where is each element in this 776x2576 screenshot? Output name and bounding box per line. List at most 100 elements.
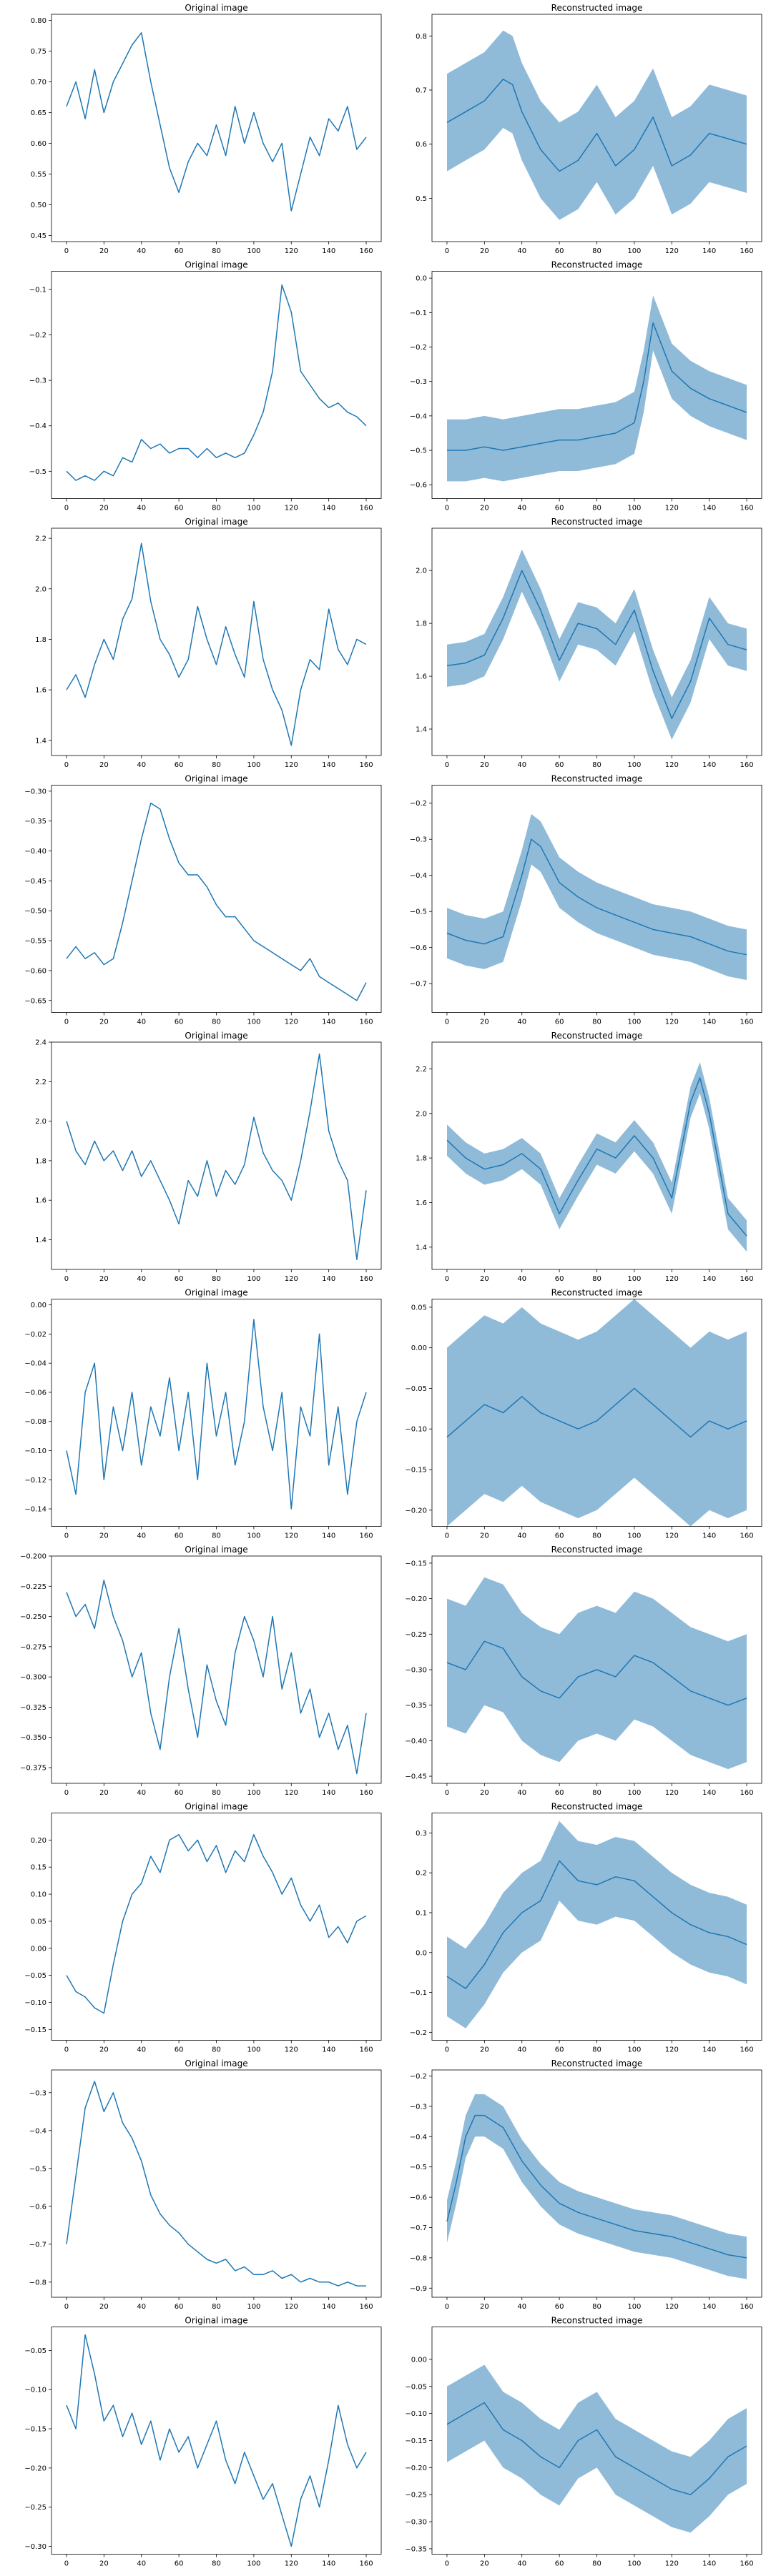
panel-title: Original image: [185, 2059, 247, 2069]
x-tick-label: 100: [627, 1532, 641, 1540]
y-tick-label: 1.6: [35, 687, 46, 695]
y-tick-label: −0.25: [24, 2504, 46, 2512]
x-tick-label: 140: [322, 761, 335, 769]
y-tick-label: 2.0: [35, 585, 46, 593]
y-tick-label: 1.4: [35, 737, 46, 745]
x-tick-label: 140: [322, 2560, 335, 2568]
y-tick-label: 0.6: [416, 141, 427, 149]
y-tick-label: −0.6: [410, 482, 427, 490]
x-tick-label: 60: [555, 761, 564, 769]
x-tick-label: 60: [555, 2560, 564, 2568]
x-tick-label: 20: [99, 2046, 109, 2054]
x-tick-label: 120: [665, 1019, 679, 1026]
y-tick-label: −0.35: [405, 1702, 427, 1710]
x-tick-label: 40: [517, 761, 526, 769]
y-tick-label: −0.3: [410, 836, 427, 844]
series-line: [66, 1319, 367, 1510]
x-tick-label: 120: [665, 761, 679, 769]
chart-panel: Reconstructed image 0 20 40 60 80 100 120 140 160…: [405, 2316, 762, 2568]
y-tick-label: 1.6: [416, 1199, 427, 1207]
y-tick-label: −0.3: [410, 378, 427, 386]
x-tick-label: 20: [480, 247, 489, 255]
x-tick-label: 120: [285, 2046, 298, 2054]
x-tick-label: 60: [175, 2560, 184, 2568]
x-tick-label: 160: [359, 505, 373, 512]
panel-title: Original image: [185, 1545, 247, 1555]
series-line: [66, 1580, 367, 1775]
x-tick-label: 40: [137, 1019, 146, 1026]
x-tick-label: 160: [740, 1532, 753, 1540]
x-tick-label: 60: [555, 247, 564, 255]
panel-title: Reconstructed image: [551, 2059, 643, 2069]
x-tick-label: 20: [99, 1789, 109, 1797]
x-tick-label: 120: [665, 2046, 679, 2054]
y-tick-label: −0.250: [20, 1613, 46, 1621]
y-tick-label: −0.7: [29, 2241, 46, 2249]
x-tick-label: 80: [212, 247, 221, 255]
series-line: [446, 79, 747, 172]
y-tick-label: −0.06: [24, 1389, 46, 1397]
x-tick-label: 0: [445, 761, 449, 769]
chart-panel: Original image 0 20 40 60 80 100 120 140 160 −0.15…: [24, 1802, 382, 2054]
axes-frame: [51, 1813, 382, 2041]
y-tick-label: −0.5: [29, 2165, 46, 2173]
x-tick-label: 80: [212, 1019, 221, 1026]
x-tick-label: 80: [592, 247, 601, 255]
y-tick-label: −0.3: [29, 377, 46, 385]
y-tick-label: −0.55: [24, 938, 46, 946]
chart-panel: Reconstructed image 0 20 40 60 80 100 120 140 160…: [410, 1802, 762, 2054]
chart-panel: Original image 0 20 40 60 80 100 120 140 160 0.45 0…: [31, 3, 382, 255]
x-tick-label: 40: [137, 1532, 146, 1540]
chart-panel: Original image 0 20 40 60 80 100 120 140 160 −0.30…: [24, 2316, 382, 2568]
x-tick-label: 160: [359, 1789, 373, 1797]
x-tick-label: 140: [322, 2046, 335, 2054]
y-tick-label: −0.6: [410, 944, 427, 952]
x-tick-label: 140: [702, 2046, 716, 2054]
chart-panel: Reconstructed image 0 20 40 60 80 100 120 140 160…: [416, 517, 762, 769]
y-tick-label: −0.20: [24, 2464, 46, 2472]
y-tick-label: −0.40: [405, 1738, 427, 1745]
panel-title: Original image: [185, 3, 247, 13]
x-tick-label: 160: [740, 2560, 753, 2568]
uncertainty-band: [447, 1062, 747, 1252]
y-tick-label: 1.4: [416, 726, 427, 734]
x-tick-label: 80: [212, 2046, 221, 2054]
x-tick-label: 40: [137, 505, 146, 512]
x-tick-label: 0: [445, 247, 449, 255]
x-tick-label: 160: [740, 505, 753, 512]
y-tick-label: −0.35: [405, 2545, 427, 2553]
x-tick-label: 120: [285, 1789, 298, 1797]
x-tick-label: 80: [592, 1275, 601, 1283]
x-tick-label: 20: [480, 1789, 489, 1797]
y-tick-label: −0.14: [24, 1506, 46, 1514]
x-tick-label: 140: [702, 761, 716, 769]
x-tick-label: 160: [359, 1019, 373, 1026]
x-tick-label: 60: [175, 1789, 184, 1797]
y-tick-label: −0.05: [405, 2383, 427, 2391]
x-tick-label: 80: [592, 505, 601, 512]
y-tick-label: −0.5: [410, 2164, 427, 2171]
panel-title: Original image: [185, 1802, 247, 1812]
x-tick-label: 160: [359, 247, 373, 255]
chart-panel: Reconstructed image 0 20 40 60 80 100 120 140 160…: [410, 2059, 762, 2311]
y-tick-label: −0.200: [20, 1553, 46, 1561]
axes-frame: [51, 1555, 382, 1784]
y-tick-label: −0.2: [410, 344, 427, 352]
x-tick-label: 120: [285, 2560, 298, 2568]
y-tick-label: 0.5: [416, 195, 427, 203]
y-tick-label: −0.30: [24, 788, 46, 796]
x-tick-label: 40: [137, 1789, 146, 1797]
y-tick-label: 0.2: [416, 1870, 427, 1878]
x-tick-label: 80: [592, 2560, 601, 2568]
x-tick-label: 20: [99, 505, 109, 512]
y-tick-label: −0.2: [410, 2029, 427, 2037]
x-tick-label: 40: [137, 2560, 146, 2568]
x-tick-label: 0: [64, 2303, 69, 2311]
series-line: [66, 1053, 367, 1260]
x-tick-label: 20: [480, 2303, 489, 2311]
y-tick-label: −0.4: [410, 2134, 427, 2141]
x-tick-label: 100: [247, 505, 260, 512]
x-tick-label: 20: [480, 2560, 489, 2568]
x-tick-label: 80: [212, 505, 221, 512]
x-tick-label: 140: [322, 247, 335, 255]
